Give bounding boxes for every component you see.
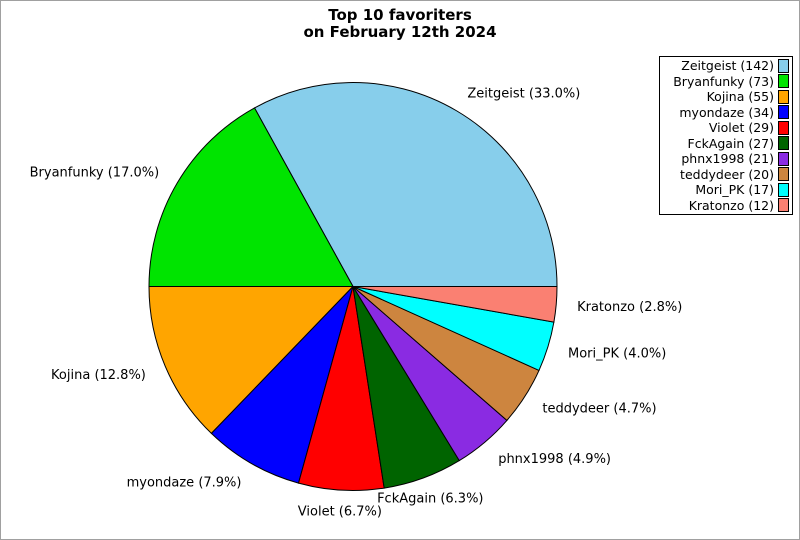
legend-item-label: FckAgain (27): [687, 135, 774, 151]
legend-swatch: [778, 198, 789, 213]
legend-swatch: [778, 167, 789, 182]
legend-item-label: teddydeer (20): [680, 166, 774, 182]
legend-item: Zeitgeist (142): [662, 58, 789, 73]
legend-swatch: [778, 58, 789, 73]
legend-item: Kratonzo (12): [662, 198, 789, 213]
pie-slice-Zeitgeist: [253, 82, 558, 287]
pie-slice-Kojina: [148, 286, 355, 435]
legend-swatch: [778, 105, 789, 120]
legend-item-label: myondaze (34): [679, 104, 774, 120]
legend-item: phnx1998 (21): [662, 151, 789, 166]
pie-slice-Kratonzo: [352, 286, 558, 323]
legend-swatch: [778, 89, 789, 104]
legend-item-label: Mori_PK (17): [695, 182, 774, 198]
pie-label-Kojina: Kojina (12.8%): [51, 368, 146, 383]
legend-item: FckAgain (27): [662, 136, 789, 151]
legend-item: Violet (29): [662, 120, 789, 135]
pie-label-phnx1998: phnx1998 (4.9%): [498, 452, 611, 467]
pie-label-Zeitgeist: Zeitgeist (33.0%): [467, 86, 580, 101]
pie-label-Kratonzo: Kratonzo (2.8%): [577, 300, 682, 315]
pie-label-teddydeer: teddydeer (4.7%): [542, 401, 656, 416]
legend-box: Zeitgeist (142) Bryanfunky (73) Kojina (55…: [659, 56, 793, 215]
pie-slice-myondaze: [210, 286, 354, 484]
legend-swatch: [778, 74, 789, 89]
legend-swatch: [778, 136, 789, 151]
legend-swatch: [778, 182, 789, 197]
chart-title: Top 10 favoriters on February 12th 2024: [1, 7, 799, 41]
legend-swatch: [778, 151, 789, 166]
legend-item: Mori_PK (17): [662, 182, 789, 197]
legend-item-label: Kojina (55): [706, 89, 774, 105]
legend-item-label: Zeitgeist (142): [681, 58, 774, 74]
legend-item-label: phnx1998 (21): [681, 151, 774, 167]
legend-item-label: Kratonzo (12): [688, 197, 774, 213]
pie-label-myondaze: myondaze (7.9%): [127, 475, 242, 490]
pie-label-Bryanfunky: Bryanfunky (17.0%): [30, 166, 160, 181]
chart-title-line2: on February 12th 2024: [303, 23, 497, 41]
chart-title-line1: Top 10 favoriters: [328, 6, 472, 24]
pie-label-FckAgain: FckAgain (6.3%): [377, 491, 483, 506]
legend-item: Bryanfunky (73): [662, 74, 789, 89]
pie-slice-Bryanfunky: [148, 107, 354, 287]
legend-swatch: [778, 120, 789, 135]
legend-item-label: Bryanfunky (73): [673, 73, 774, 89]
legend-item: Kojina (55): [662, 89, 789, 104]
pie-label-Violet: Violet (6.7%): [298, 505, 382, 520]
legend-item: teddydeer (20): [662, 167, 789, 182]
pie-label-Mori_PK: Mori_PK (4.0%): [568, 346, 666, 361]
legend-item: myondaze (34): [662, 105, 789, 120]
legend-item-label: Violet (29): [708, 120, 774, 136]
